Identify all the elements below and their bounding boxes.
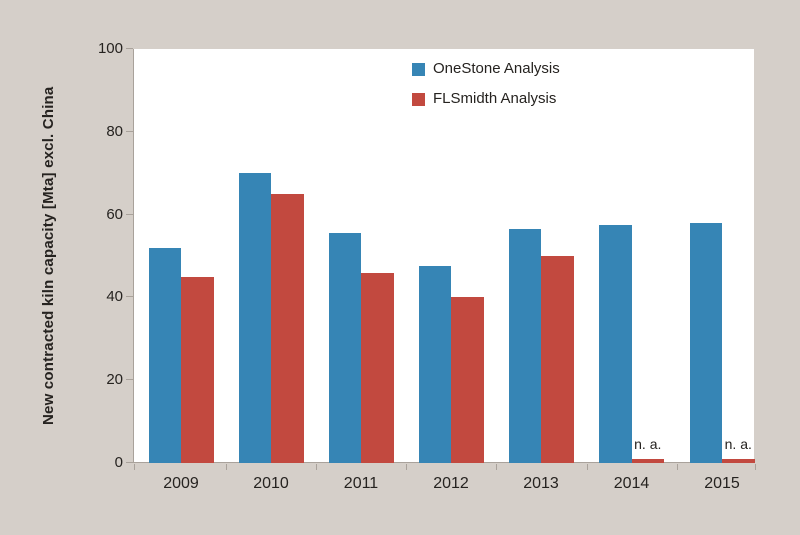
y-tick-label: 20 [106,371,123,389]
y-tick-label: 100 [97,40,123,57]
x-tick-label: 2013 [523,475,559,492]
x-tick-label: 2009 [163,475,199,492]
x-tick-mark [226,464,227,470]
y-tick-mark [126,130,133,132]
y-tick-mark [126,379,133,381]
y-tick-mark [126,462,133,463]
bar-2013-series1 [541,256,574,463]
y-axis-title: New contracted kiln capacity [Mta] excl.… [40,86,57,426]
x-tick-label: 2012 [433,475,469,492]
bar-2009-series1 [181,276,214,463]
legend-swatch-onestone-icon [412,62,425,76]
y-tick-label: 0 [114,454,123,471]
legend-swatch-flsmidth-icon [412,92,425,106]
bar-2014-series1 [631,458,664,463]
x-tick-mark [755,464,756,470]
bar-2014-series0 [599,224,632,463]
x-tick-label: 2011 [343,475,379,492]
bar-2012-series1 [451,297,484,463]
y-tick-label: 40 [106,288,123,306]
bar-2013-series0 [508,229,541,463]
bar-2010-series0 [238,173,271,463]
y-tick-label: 80 [106,122,123,140]
na-label-2015: n. a. [724,435,752,452]
legend-label-flsmidth: FLSmidth Analysis [433,90,557,107]
bar-2011-series0 [328,233,361,463]
y-tick-label: 60 [106,205,123,223]
y-tick-mark [126,48,133,49]
x-tick-mark [496,464,497,470]
bar-2015-series1 [722,458,755,463]
legend-item-flsmidth: FLSmidth Analysis [412,91,560,107]
x-tick-label: 2010 [253,475,289,492]
x-tick-mark [406,464,407,470]
x-tick-label: 2014 [613,475,650,492]
x-tick-mark [316,464,317,470]
x-tick-mark [586,464,588,470]
x-tick-mark [677,464,678,470]
y-tick-mark [126,213,133,215]
x-tick-mark [134,464,135,470]
bar-2009-series0 [148,247,181,463]
bar-2011-series1 [361,272,394,463]
bar-2015-series0 [689,222,722,463]
x-tick-label: 2015 [704,475,740,492]
legend-item-onestone: OneStone Analysis [412,61,560,77]
legend-label-onestone: OneStone Analysis [433,60,560,77]
bar-2010-series1 [271,193,304,463]
na-label-2014: n. a. [634,435,662,452]
y-tick-mark [126,296,133,298]
bar-2012-series0 [418,266,451,463]
legend: OneStone Analysis FLSmidth Analysis [412,61,560,107]
